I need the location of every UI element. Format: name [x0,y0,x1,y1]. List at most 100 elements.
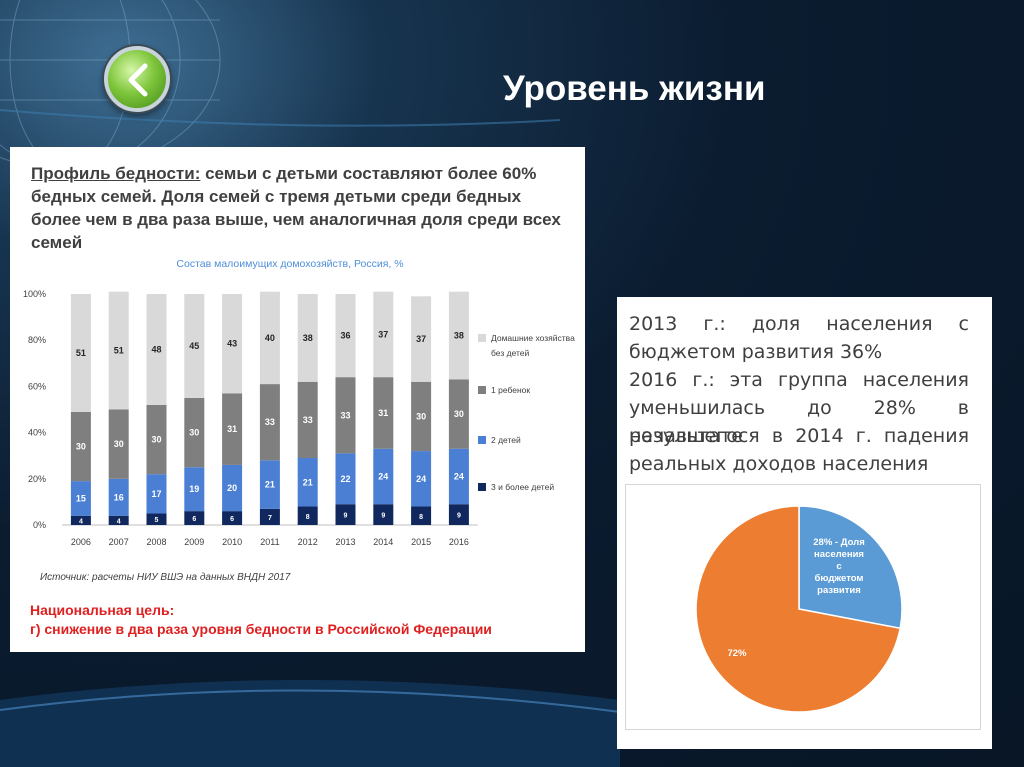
bar-segment [146,404,167,475]
bar-data-label: 20 [227,483,237,493]
bar-segment [108,409,129,479]
bar-data-label: 8 [419,514,423,521]
bar-segment [259,291,280,385]
text-line-2: бюджетом развития 36% [629,341,883,363]
pie-slice-label: 72% [727,648,747,659]
bar-segment [184,397,205,468]
bar-data-label: 24 [416,474,426,484]
bar-segment [108,478,129,516]
bar-data-label: 9 [381,513,385,520]
bar-segment [335,294,356,378]
bar-data-label: 33 [303,415,313,425]
source-note: Источник: расчеты НИУ ВШЭ на данных ВНДН… [40,572,291,583]
bar-segment [448,448,469,505]
bar-segment [70,411,91,482]
bar-data-label: 22 [340,474,350,484]
bar-segment [184,294,205,398]
bar-data-label: 31 [378,408,388,418]
bar-segment [297,458,318,507]
bar-data-label: 16 [114,492,124,502]
bar-segment [146,513,167,525]
text-line-5: начавшегося в 2014 г. падения [629,425,969,447]
bar-data-label: 33 [340,410,350,420]
text-line-1: 2013 г.: доля населения с [629,313,969,335]
legend-swatch [478,334,486,342]
bar-data-label: 4 [79,518,83,525]
bar-data-label: 15 [76,493,86,503]
chart-title: Состав малоимущих домохозяйств, Россия, … [176,258,403,270]
bar-segment [108,515,129,525]
bar-data-label: 43 [227,339,237,349]
x-tick-label: 2007 [109,537,129,547]
bar-segment [222,464,243,512]
bar-segment [222,511,243,525]
bar-segment [297,294,318,382]
bar-segment [70,294,91,412]
bar-data-label: 38 [454,331,464,341]
bar-segment [259,460,280,509]
bar-segment [373,448,394,505]
legend-label: Домашние хозяйства без детей [491,333,575,358]
y-tick-label: 60% [28,381,46,391]
pie-slice [695,505,902,713]
bar-segment [448,291,469,380]
bar-data-label: 4 [117,518,121,525]
bar-segment [411,506,432,525]
legend-label: 1 ребенок [491,385,530,395]
bar-data-label: 6 [192,516,196,523]
bar-segment [373,291,394,378]
legend-swatch [478,483,486,491]
bottom-wave-decoration [0,680,620,767]
pie-slice [798,505,903,630]
bar-segment [411,381,432,452]
bar-segment [373,504,394,525]
bar-segment [411,296,432,382]
legend-swatch [478,386,486,394]
bar-segment [146,294,167,405]
bar-segment [448,379,469,449]
bar-segment [70,481,91,516]
poverty-profile-heading: Профиль бедности: семьи с детьми составл… [31,162,571,254]
bar-data-label: 51 [76,348,86,358]
bar-data-label: 48 [151,344,161,354]
x-tick-label: 2010 [222,537,242,547]
bar-data-label: 30 [76,441,86,451]
bar-data-label: 33 [265,417,275,427]
bar-data-label: 8 [306,514,310,521]
bar-data-label: 6 [230,516,234,523]
back-button[interactable] [104,46,170,112]
bar-data-label: 9 [344,513,348,520]
text-line-3: 2016 г.: эта группа населения [629,369,969,391]
bar-segment [146,474,167,514]
national-goal-label: Национальная цель: [30,602,175,618]
x-tick-label: 2013 [335,537,355,547]
bar-data-label: 36 [340,331,350,341]
x-tick-label: 2006 [71,537,91,547]
development-budget-pie-chart: 28% - Доля населения с бюджетом развития 72% [695,505,903,713]
poverty-profile-panel: Профиль бедности: семьи с детьми составл… [10,147,585,652]
x-tick-label: 2016 [449,537,469,547]
bar-data-label: 51 [114,346,124,356]
bar-data-label: 9 [457,513,461,520]
bar-data-label: 40 [265,333,275,343]
x-tick-label: 2012 [298,537,318,547]
bar-data-label: 30 [189,428,199,438]
bar-segment [184,511,205,525]
slide-title: Уровень жизни [503,69,766,108]
bar-data-label: 37 [378,329,388,339]
bar-segment [108,291,129,410]
bar-segment [184,467,205,512]
bar-data-label: 30 [454,409,464,419]
poor-households-bar-chart: Состав малоимущих домохозяйств, Россия, … [23,258,575,547]
text-line-4: уменьшилась до 28% в результате [629,397,969,447]
bottom-wave-highlight [0,689,621,713]
legend-label: 2 детей [491,435,521,445]
bar-segment [297,381,318,459]
y-tick-label: 40% [28,428,46,438]
x-tick-label: 2011 [260,537,279,547]
pie-slice-label: 28% - Доля населения с бюджетом развития [813,537,865,596]
poverty-profile-heading-lead: Профиль бедности: [31,164,201,183]
x-tick-label: 2009 [184,537,204,547]
bar-data-label: 24 [454,471,464,481]
bar-segment [297,506,318,525]
